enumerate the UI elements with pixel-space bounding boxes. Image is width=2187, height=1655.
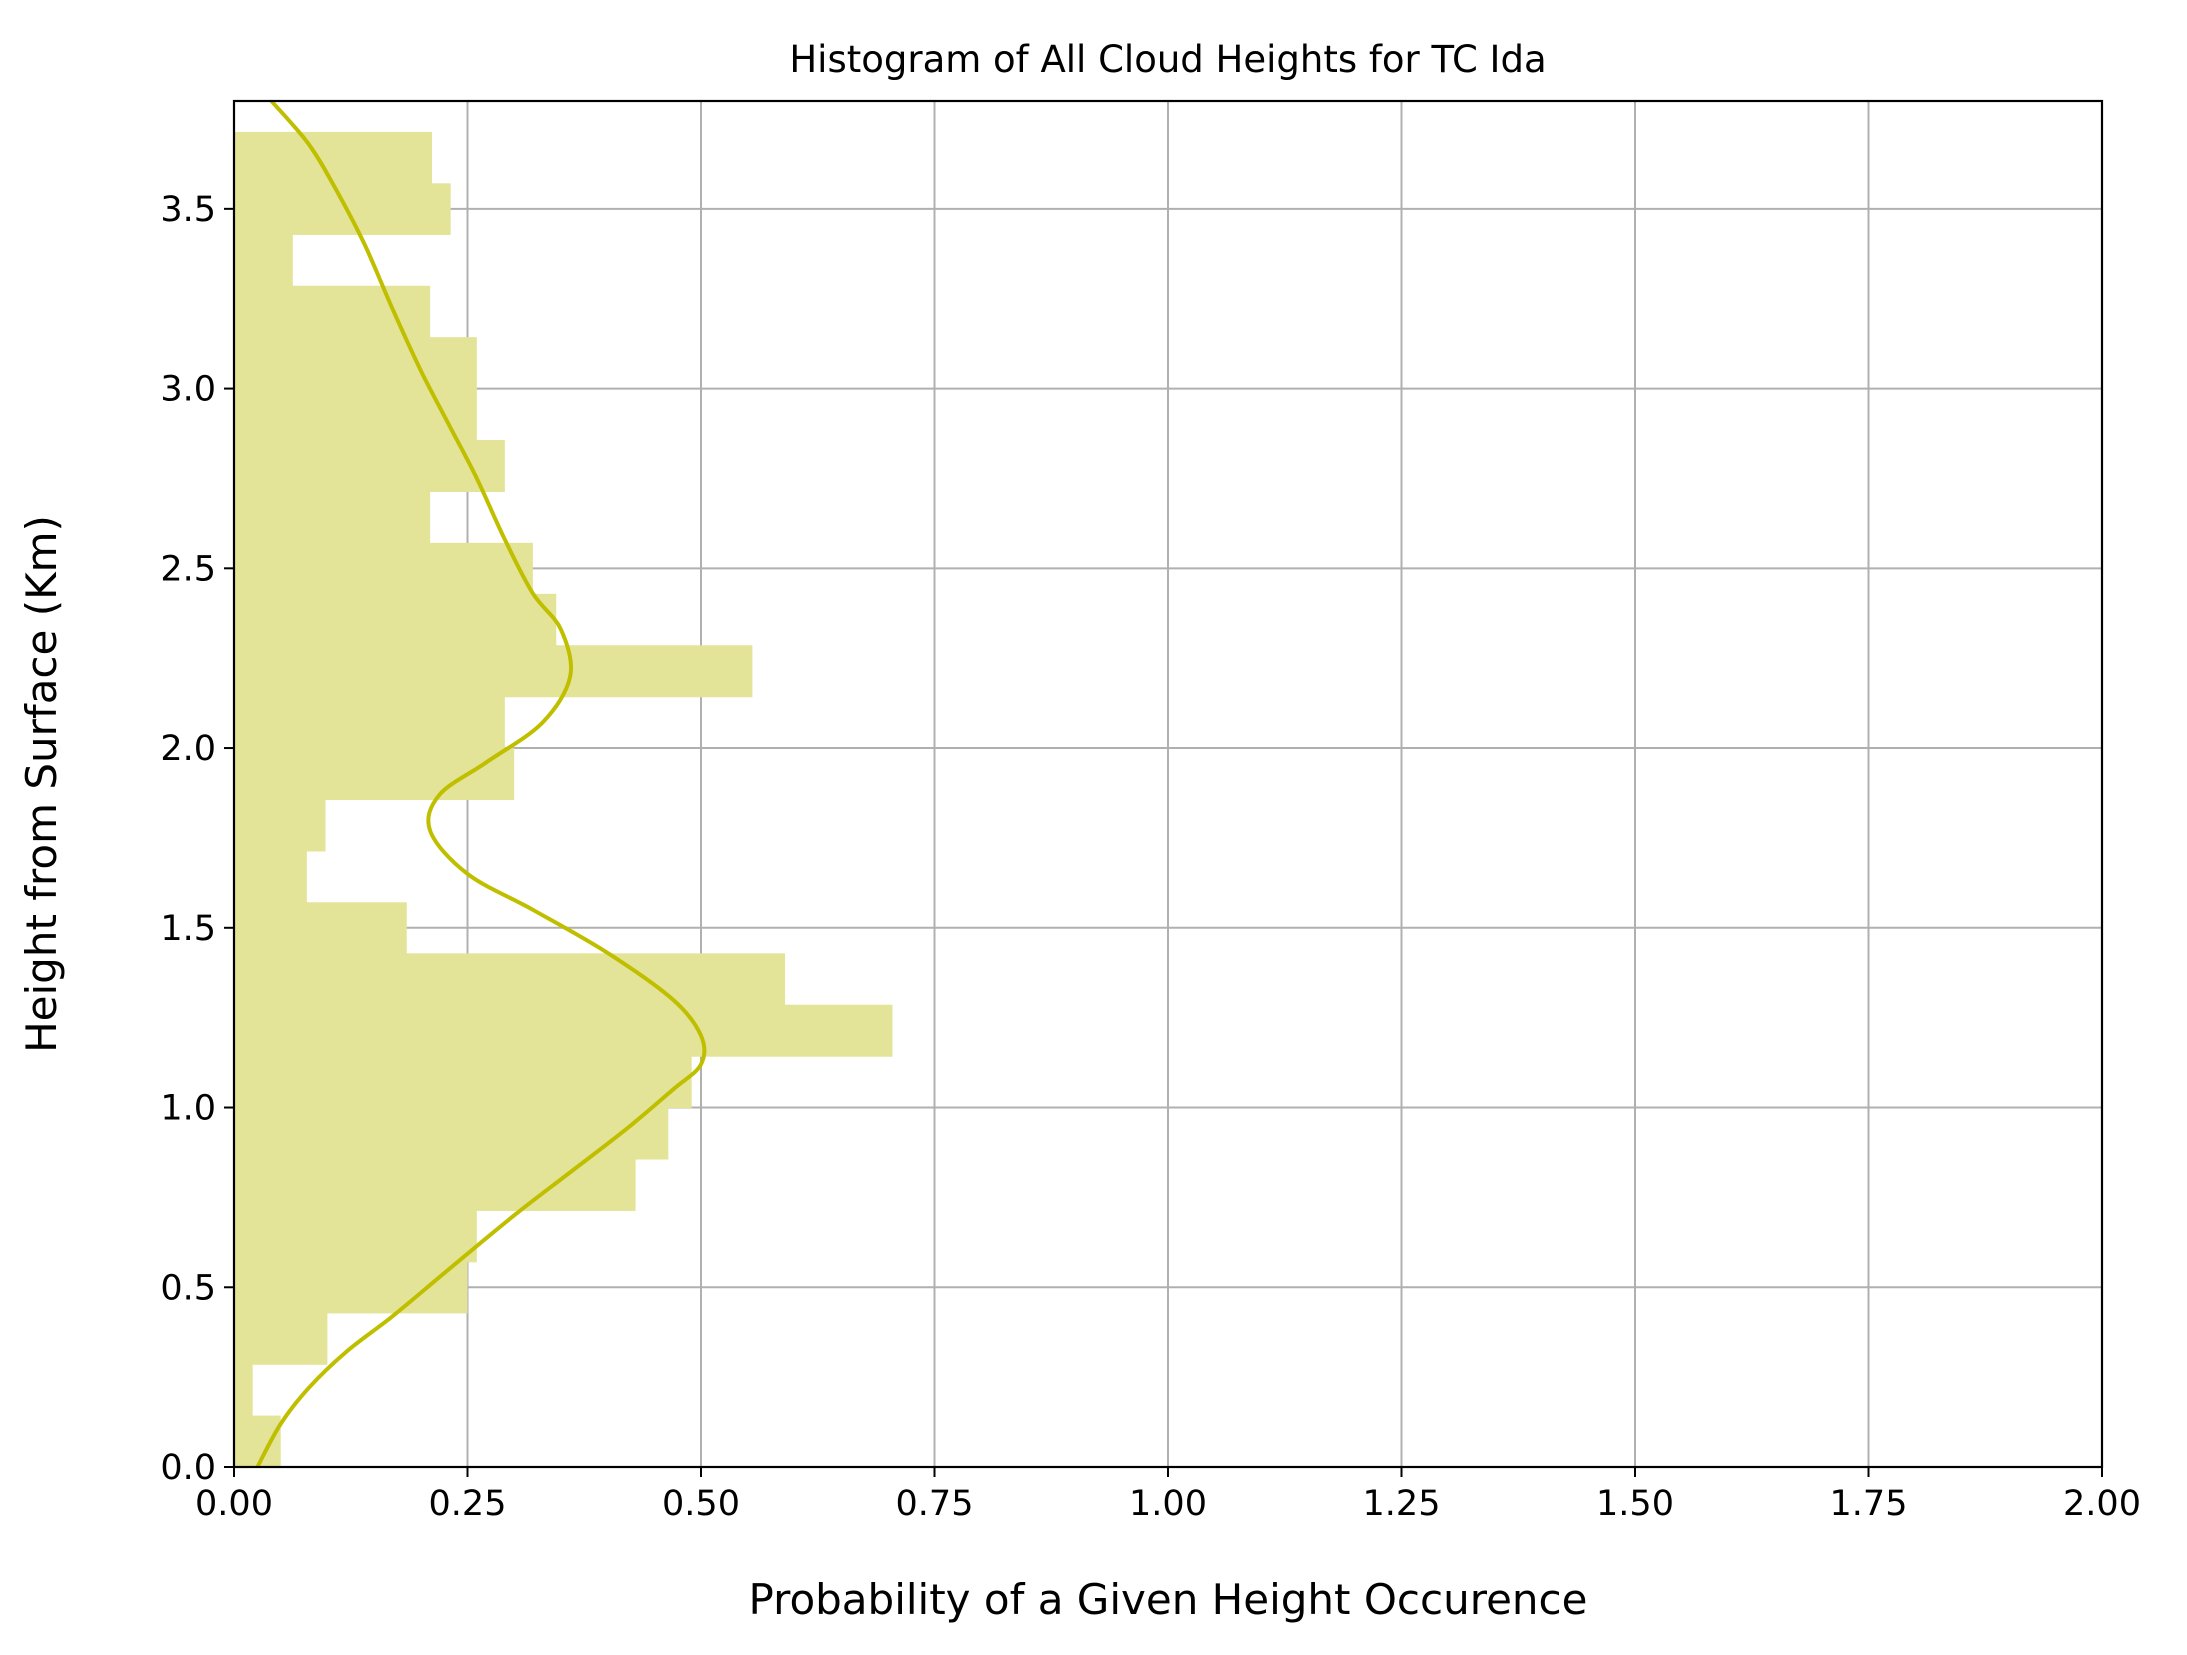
histogram-bar	[234, 593, 557, 646]
histogram-bars	[234, 131, 893, 1468]
y-tick-label: 2.0	[160, 729, 216, 769]
y-axis-ticks: 0.0 0.5 1.0 1.5 2.0 2.5 3.0 3.5	[160, 190, 234, 1488]
histogram-bar	[234, 491, 431, 544]
histogram-bar	[234, 388, 477, 441]
histogram-bar	[234, 1210, 477, 1263]
y-tick-label: 3.5	[160, 190, 216, 230]
histogram-bar	[234, 799, 326, 852]
x-tick-label: 2.00	[2063, 1484, 2141, 1524]
y-tick-label: 1.5	[160, 909, 216, 949]
histogram-bar	[234, 337, 477, 390]
histogram-bar	[234, 1312, 328, 1365]
x-tick-label: 1.25	[1363, 1484, 1441, 1524]
histogram-bar	[234, 285, 431, 338]
histogram-bar	[234, 696, 505, 749]
histogram-bar	[234, 1107, 669, 1160]
histogram-bar	[234, 902, 407, 954]
chart-title: Histogram of All Cloud Heights for TC Id…	[789, 38, 1546, 81]
histogram-bar	[234, 131, 433, 184]
histogram-bar	[234, 1158, 636, 1211]
kde-curve	[255, 99, 707, 1468]
histogram-bar	[234, 645, 753, 698]
y-tick-label: 0.5	[160, 1268, 216, 1308]
histogram-bar	[234, 234, 293, 287]
histogram-bar	[234, 1056, 692, 1109]
x-tick-label: 1.50	[1596, 1484, 1674, 1524]
histogram-bar	[234, 1364, 253, 1417]
histogram-bar	[234, 439, 505, 492]
histogram-bar	[234, 748, 515, 801]
y-tick-label: 0.0	[160, 1448, 216, 1488]
histogram-bar	[234, 1415, 281, 1468]
y-tick-label: 2.5	[160, 549, 216, 589]
histogram-bar	[234, 1004, 893, 1057]
y-axis-label: Height from Surface (Km)	[17, 515, 66, 1053]
histogram-bar	[234, 1261, 468, 1314]
x-tick-label: 1.75	[1830, 1484, 1908, 1524]
x-tick-label: 0.75	[896, 1484, 974, 1524]
x-axis-ticks: 0.00 0.25 0.50 0.75 1.00 1.25 1.50 1.75 2.00	[195, 1467, 2141, 1524]
x-tick-label: 0.25	[429, 1484, 507, 1524]
histogram-bar	[234, 953, 786, 1006]
histogram-bar	[234, 850, 307, 903]
x-axis-label: Probability of a Given Height Occurence	[749, 1575, 1588, 1624]
histogram-bar	[234, 183, 451, 235]
y-tick-label: 1.0	[160, 1089, 216, 1129]
y-tick-label: 3.0	[160, 370, 216, 410]
x-tick-label: 1.00	[1129, 1484, 1207, 1524]
x-tick-label: 0.00	[195, 1484, 273, 1524]
histogram-bar	[234, 542, 533, 595]
x-tick-label: 0.50	[662, 1484, 740, 1524]
